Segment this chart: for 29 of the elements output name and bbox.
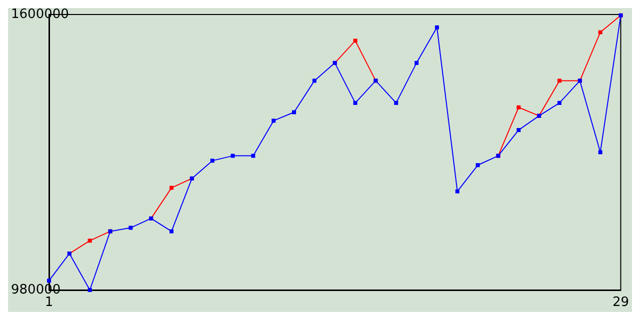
point [516, 105, 521, 110]
point [312, 78, 316, 83]
point [292, 110, 296, 114]
point [414, 60, 419, 65]
point [128, 226, 133, 230]
point [230, 154, 235, 158]
point [210, 158, 214, 163]
point [598, 150, 602, 154]
point [353, 100, 358, 105]
point [272, 118, 276, 123]
point [353, 38, 358, 43]
point [88, 288, 92, 292]
point [88, 238, 92, 243]
point [47, 278, 51, 283]
point [516, 128, 521, 132]
point [434, 25, 439, 30]
point [394, 100, 398, 105]
point [557, 78, 562, 83]
point [170, 186, 174, 190]
point [455, 189, 460, 194]
point [170, 229, 174, 234]
point [251, 154, 256, 158]
point [557, 100, 562, 105]
point [598, 30, 602, 34]
x-tick-label: 1 [44, 295, 54, 310]
x-tick-label: 29 [612, 295, 629, 310]
y-tick-label: 980000 [11, 282, 61, 298]
point [476, 163, 480, 168]
y-tick-label: 1600000 [11, 7, 69, 22]
